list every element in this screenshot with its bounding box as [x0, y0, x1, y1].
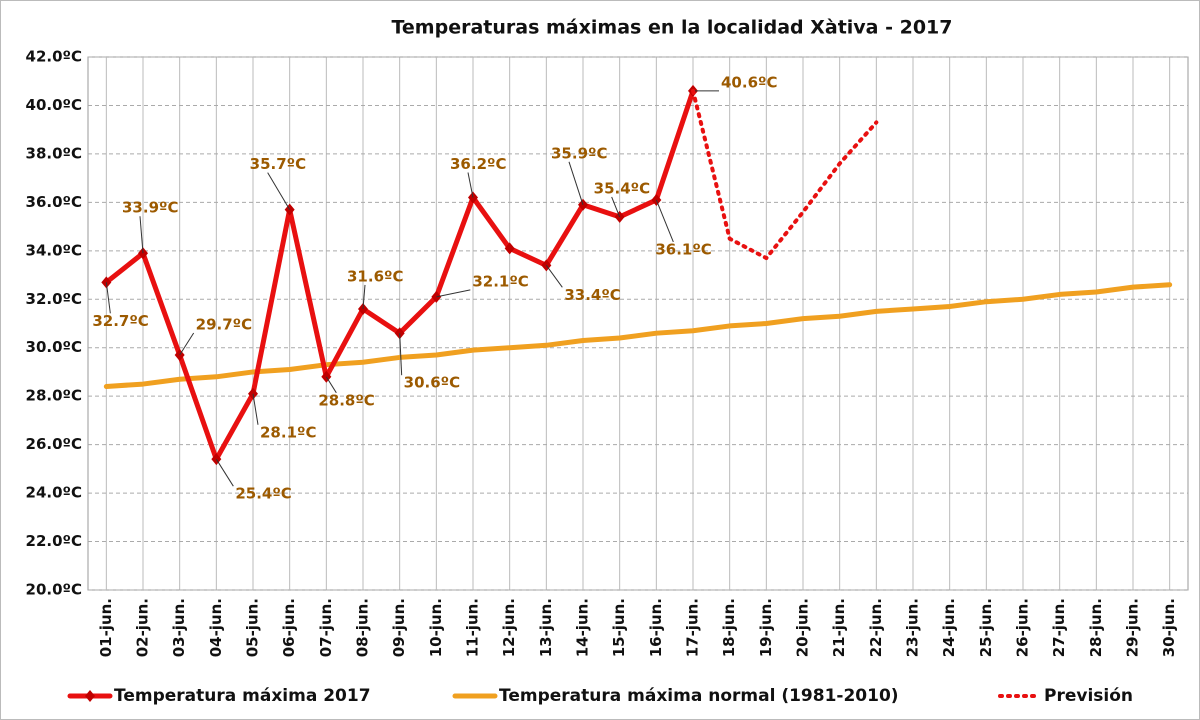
y-tick-label: 20.0ºC — [26, 581, 82, 599]
leader-line — [611, 196, 621, 218]
data-label: 28.1ºC — [260, 423, 316, 441]
leader-line — [105, 282, 111, 314]
leader-line — [252, 393, 259, 425]
x-tick-label: 21-jun. — [830, 598, 848, 657]
data-label: 36.1ºC — [655, 240, 711, 258]
x-tick-label: 26-jun. — [1014, 598, 1032, 657]
x-tick-label: 15-jun. — [610, 598, 628, 657]
y-tick-label: 36.0ºC — [26, 193, 82, 211]
x-tick-label: 03-jun. — [170, 598, 188, 657]
data-label: 33.4ºC — [564, 286, 620, 304]
data-label: 40.6ºC — [721, 73, 777, 91]
x-tick-label: 09-jun. — [390, 598, 408, 657]
leader-line — [655, 199, 674, 243]
leader-line — [179, 332, 195, 356]
data-label: 31.6ºC — [347, 267, 403, 285]
x-tick-label: 20-jun. — [794, 598, 812, 657]
x-tick-label: 29-jun. — [1124, 598, 1142, 657]
x-tick-label: 12-jun. — [500, 598, 518, 657]
leader-line — [267, 172, 291, 210]
y-tick-label: 28.0ºC — [26, 387, 82, 405]
leader-line — [467, 172, 474, 198]
series-line — [691, 88, 879, 261]
x-tick-label: 01-jun. — [97, 598, 115, 657]
legend-marker — [85, 690, 95, 702]
y-tick-label: 26.0ºC — [26, 435, 82, 453]
x-tick-label: 06-jun. — [280, 598, 298, 657]
data-label: 28.8ºC — [318, 391, 374, 409]
y-tick-label: 32.0ºC — [26, 290, 82, 308]
legend-label: Temperatura máxima 2017 — [114, 686, 371, 706]
x-tick-label: 14-jun. — [574, 598, 592, 657]
x-tick-label: 10-jun. — [427, 598, 445, 657]
x-tick-label: 27-jun. — [1050, 598, 1068, 657]
y-tick-label: 40.0ºC — [26, 96, 82, 114]
x-tick-label: 13-jun. — [537, 598, 555, 657]
chart-title: Temperaturas máximas en la localidad Xàt… — [391, 17, 952, 39]
x-tick-label: 22-jun. — [867, 598, 885, 657]
leader-line — [362, 284, 366, 310]
x-tick-label: 07-jun. — [317, 598, 335, 657]
series-line — [103, 282, 1173, 389]
data-label: 32.7ºC — [92, 312, 148, 330]
x-tick-label: 25-jun. — [977, 598, 995, 657]
leader-line — [325, 376, 337, 394]
data-label: 30.6ºC — [404, 374, 460, 392]
leader-line — [399, 333, 403, 376]
data-label: 36.2ºC — [450, 155, 506, 173]
x-tick-label: 04-jun. — [207, 598, 225, 657]
leader-line — [545, 265, 563, 288]
leader-line — [215, 458, 234, 487]
leader-line — [436, 289, 471, 298]
x-tick-label: 30-jun. — [1160, 598, 1178, 657]
x-tick-label: 08-jun. — [354, 598, 372, 657]
data-label: 33.9ºC — [122, 199, 178, 217]
data-label: 35.7ºC — [250, 155, 306, 173]
marker — [504, 242, 515, 255]
legend-label: Temperatura máxima normal (1981-2010) — [499, 686, 899, 706]
y-tick-label: 38.0ºC — [26, 144, 82, 162]
data-label: 29.7ºC — [196, 315, 252, 333]
x-tick-label: 05-jun. — [244, 598, 262, 657]
y-tick-label: 22.0ºC — [26, 532, 82, 550]
x-tick-label: 28-jun. — [1087, 598, 1105, 657]
y-tick-label: 30.0ºC — [26, 338, 82, 356]
y-tick-label: 24.0ºC — [26, 484, 82, 502]
x-tick-label: 17-jun. — [684, 598, 702, 657]
data-label: 25.4ºC — [235, 485, 291, 503]
x-tick-label: 11-jun. — [464, 598, 482, 657]
leader-line — [139, 216, 144, 254]
leader-line — [568, 161, 584, 205]
data-label: 32.1ºC — [472, 272, 528, 290]
legend-label: Previsión — [1044, 686, 1133, 706]
x-tick-label: 19-jun. — [757, 598, 775, 657]
y-tick-label: 42.0ºC — [26, 48, 82, 66]
x-tick-label: 02-jun. — [134, 598, 152, 657]
x-tick-label: 18-jun. — [720, 598, 738, 657]
x-tick-label: 16-jun. — [647, 598, 665, 657]
data-label: 35.4ºC — [594, 179, 650, 197]
y-tick-label: 34.0ºC — [26, 241, 82, 259]
x-tick-label: 23-jun. — [904, 598, 922, 657]
x-tick-label: 24-jun. — [940, 598, 958, 657]
data-label: 35.9ºC — [551, 144, 607, 162]
